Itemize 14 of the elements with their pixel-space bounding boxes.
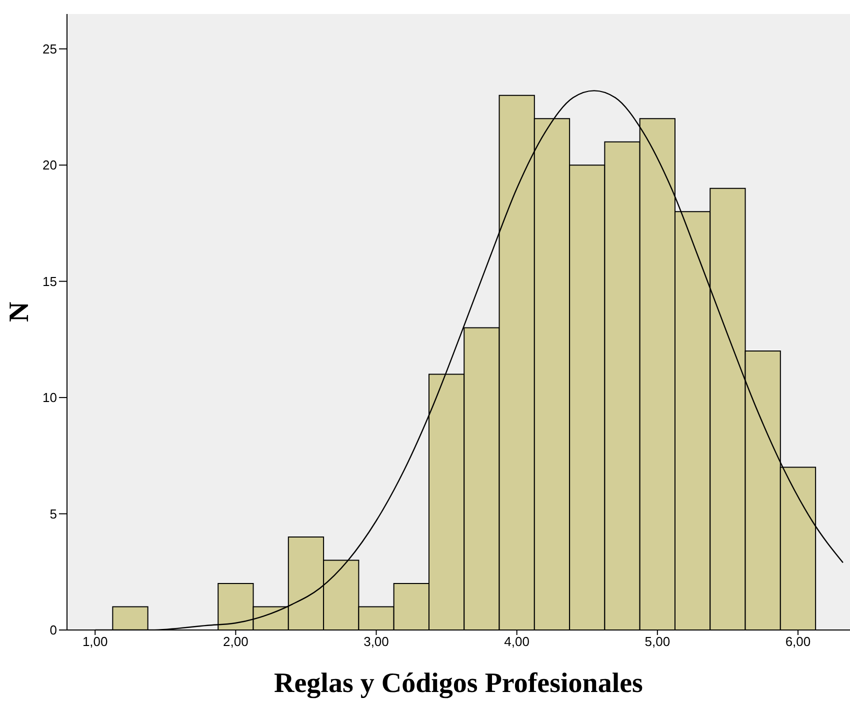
x-tick-label: 5,00 <box>644 634 670 650</box>
y-tick-label: 10 <box>42 390 57 406</box>
y-tick-label: 15 <box>42 274 57 289</box>
y-tick-label: 5 <box>50 506 57 522</box>
x-tick-label: 2,00 <box>223 634 248 650</box>
x-axis-title: Reglas y Códigos Profesionales <box>273 668 644 700</box>
y-tick-label: 0 <box>50 622 57 638</box>
x-tick-label: 3,00 <box>364 634 389 650</box>
y-axis-title: N <box>4 302 35 322</box>
x-tick-label: 1,00 <box>82 634 108 650</box>
x-tick-label: 6,00 <box>785 634 811 650</box>
x-tick-label: 4,00 <box>504 634 530 650</box>
y-tick-label: 25 <box>42 41 57 56</box>
y-tick-label: 20 <box>42 158 57 173</box>
